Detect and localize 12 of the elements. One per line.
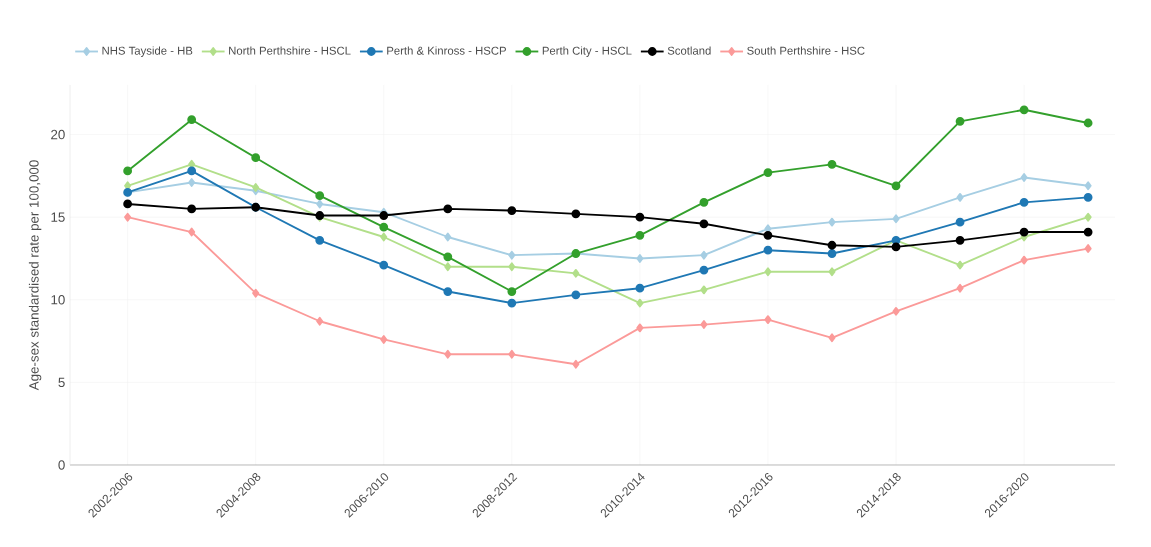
- y-tick-label: 10: [51, 295, 65, 305]
- legend-label: North Perthshire - HSCL: [229, 46, 351, 55]
- legend-label: Scotland: [667, 46, 711, 55]
- y-tick-label: 20: [51, 129, 65, 140]
- legend-label: Perth & Kinross - HSCP: [387, 46, 506, 55]
- y-tick-label: 5: [58, 377, 65, 388]
- legend-label: Perth City - HSCL: [542, 46, 632, 57]
- y-axis-title: Age-sex standardised rate per 100,000: [28, 160, 42, 391]
- y-tick-label: 0: [58, 460, 65, 470]
- legend-label: NHS Tayside - HB: [102, 46, 193, 57]
- legend-label: South Perthshire - HSC: [747, 46, 865, 55]
- y-tick-label: 15: [51, 212, 65, 222]
